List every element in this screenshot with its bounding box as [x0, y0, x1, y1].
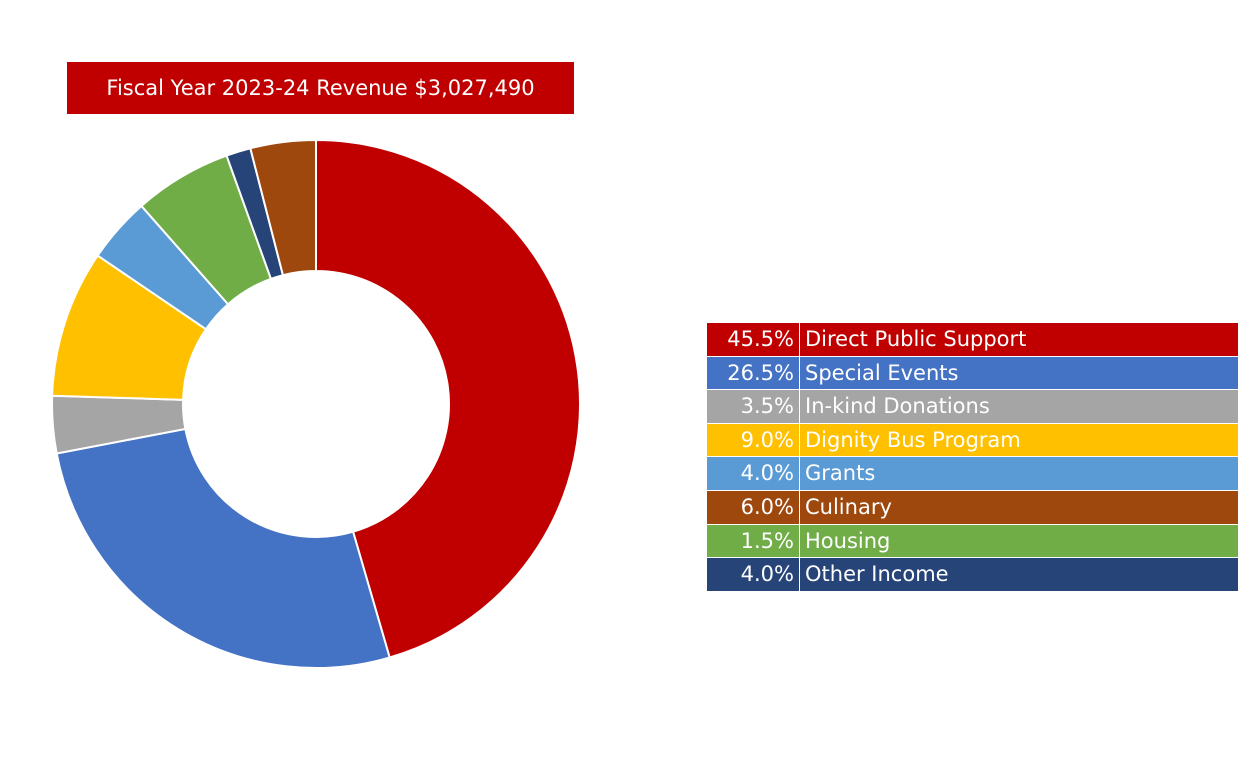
legend-table: 45.5% Direct Public Support 26.5% Special E… — [707, 323, 1238, 592]
legend-label: Other Income — [805, 562, 949, 587]
legend-percent: 3.5% — [707, 390, 800, 423]
legend-label: In-kind Donations — [805, 394, 990, 419]
donut-slice-1 — [55, 427, 391, 669]
legend-percent: 9.0% — [707, 423, 800, 457]
chart-title: Fiscal Year 2023-24 Revenue $3,027,490 — [67, 62, 574, 114]
legend-label: Dignity Bus Program — [805, 427, 1021, 452]
legend-row-2: 3.5% In-kind Donations — [707, 390, 1238, 424]
chart-title-text: Fiscal Year 2023-24 Revenue $3,027,490 — [106, 76, 535, 100]
donut-slice-7 — [249, 138, 317, 277]
legend-row-0: 45.5% Direct Public Support — [707, 323, 1238, 357]
legend-label: Special Events — [805, 360, 959, 385]
legend-row-6: 1.5% Housing — [707, 524, 1238, 559]
legend-percent: 4.0% — [707, 457, 800, 490]
legend-percent: 1.5% — [707, 524, 800, 558]
legend-percent: 26.5% — [707, 356, 800, 390]
legend-percent: 6.0% — [707, 490, 800, 524]
donut-slice-0 — [315, 138, 581, 659]
legend-percent: 4.0% — [707, 558, 800, 591]
legend-row-1: 26.5% Special Events — [707, 356, 1238, 391]
legend-row-5: 6.0% Culinary — [707, 490, 1238, 525]
legend-row-4: 4.0% Grants — [707, 457, 1238, 491]
legend-row-7: 4.0% Other Income — [707, 558, 1238, 592]
legend-label: Culinary — [805, 494, 892, 519]
legend-percent: 45.5% — [707, 323, 800, 356]
legend-row-3: 9.0% Dignity Bus Program — [707, 423, 1238, 458]
donut-chart — [51, 138, 581, 669]
legend-label: Grants — [805, 461, 876, 486]
legend-label: Direct Public Support — [805, 327, 1027, 351]
legend-label: Housing — [805, 528, 891, 553]
